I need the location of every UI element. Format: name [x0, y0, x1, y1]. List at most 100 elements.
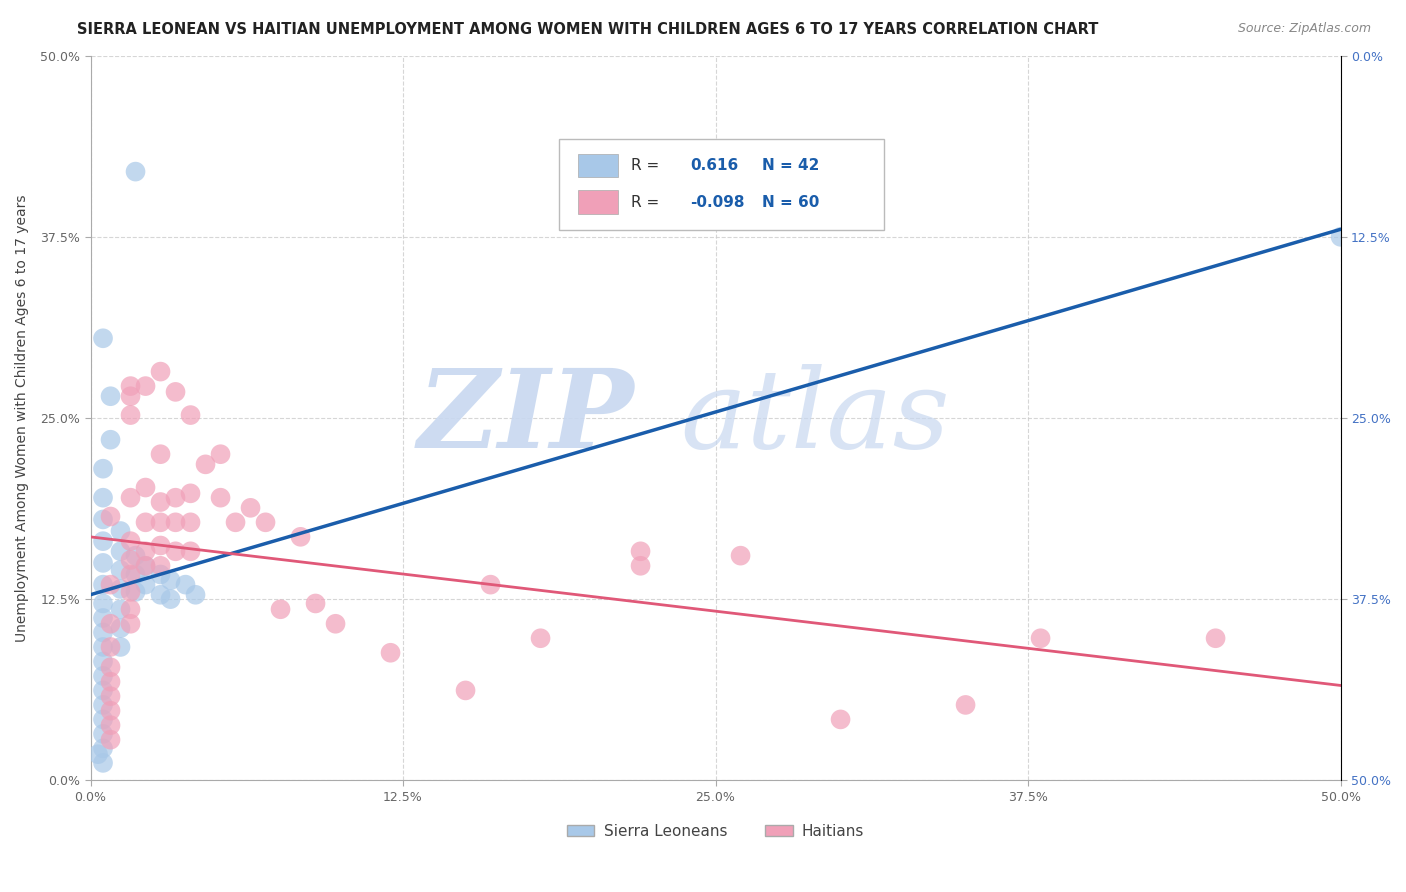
Point: [100, 640, 122, 654]
Point: [100, 616, 122, 631]
Point: [165, 544, 187, 558]
Point: [180, 544, 202, 558]
Point: [135, 558, 157, 573]
Point: [91, 727, 114, 741]
Point: [209, 447, 232, 461]
Point: [454, 683, 477, 698]
Point: [1329, 230, 1351, 244]
Point: [304, 597, 326, 611]
Point: [91, 640, 114, 654]
Point: [91, 491, 114, 505]
Point: [124, 164, 146, 178]
Point: [135, 481, 157, 495]
FancyBboxPatch shape: [560, 139, 884, 229]
Point: [149, 516, 172, 530]
Point: [239, 500, 262, 515]
Point: [124, 567, 146, 582]
Point: [180, 408, 202, 422]
Point: [159, 592, 181, 607]
Point: [830, 713, 852, 727]
Point: [91, 698, 114, 712]
Point: [149, 588, 172, 602]
Point: [100, 389, 122, 403]
Point: [180, 516, 202, 530]
Text: SIERRA LEONEAN VS HAITIAN UNEMPLOYMENT AMONG WOMEN WITH CHILDREN AGES 6 TO 17 YE: SIERRA LEONEAN VS HAITIAN UNEMPLOYMENT A…: [77, 22, 1098, 37]
Text: N = 42: N = 42: [762, 158, 820, 173]
Point: [184, 588, 207, 602]
Point: [110, 524, 132, 538]
Point: [730, 549, 752, 563]
Point: [120, 602, 142, 616]
Point: [100, 690, 122, 704]
Point: [100, 577, 122, 591]
Point: [120, 389, 142, 403]
Point: [180, 486, 202, 500]
Point: [194, 458, 217, 472]
Point: [955, 698, 977, 712]
Point: [165, 516, 187, 530]
Text: ZIP: ZIP: [418, 364, 634, 472]
Point: [174, 577, 197, 591]
Point: [100, 718, 122, 732]
Point: [120, 567, 142, 582]
Point: [91, 611, 114, 625]
Point: [91, 713, 114, 727]
Point: [630, 558, 652, 573]
Point: [120, 553, 142, 567]
Point: [149, 539, 172, 553]
Point: [165, 384, 187, 399]
Point: [91, 756, 114, 770]
Point: [91, 556, 114, 570]
Point: [325, 616, 347, 631]
Point: [91, 683, 114, 698]
Point: [91, 534, 114, 549]
Point: [100, 660, 122, 674]
FancyBboxPatch shape: [578, 154, 619, 178]
Point: [149, 567, 172, 582]
Point: [120, 379, 142, 393]
Text: 0.616: 0.616: [690, 158, 738, 173]
Point: [110, 563, 132, 577]
FancyBboxPatch shape: [578, 191, 619, 214]
Point: [120, 534, 142, 549]
Point: [209, 491, 232, 505]
Point: [630, 544, 652, 558]
Point: [91, 625, 114, 640]
Point: [135, 544, 157, 558]
Point: [479, 577, 502, 591]
Point: [100, 704, 122, 718]
Point: [110, 602, 132, 616]
Text: Source: ZipAtlas.com: Source: ZipAtlas.com: [1237, 22, 1371, 36]
Point: [270, 602, 292, 616]
Point: [110, 621, 132, 635]
Point: [149, 495, 172, 509]
Point: [124, 585, 146, 599]
Point: [110, 582, 132, 596]
Point: [100, 732, 122, 747]
Point: [135, 379, 157, 393]
Legend: Sierra Leoneans, Haitians: Sierra Leoneans, Haitians: [561, 818, 870, 845]
Point: [110, 544, 132, 558]
Point: [135, 516, 157, 530]
Text: N = 60: N = 60: [762, 194, 820, 210]
Point: [529, 632, 551, 646]
Point: [91, 741, 114, 756]
Point: [290, 530, 312, 544]
Point: [380, 646, 402, 660]
Point: [159, 574, 181, 588]
Point: [91, 577, 114, 591]
Text: -0.098: -0.098: [690, 194, 745, 210]
Point: [87, 747, 110, 762]
Point: [120, 585, 142, 599]
Text: R =: R =: [630, 194, 659, 210]
Point: [100, 433, 122, 447]
Point: [100, 674, 122, 689]
Point: [91, 655, 114, 669]
Point: [135, 558, 157, 573]
Point: [124, 549, 146, 563]
Point: [1205, 632, 1227, 646]
Point: [91, 669, 114, 683]
Point: [149, 558, 172, 573]
Point: [110, 640, 132, 654]
Point: [120, 616, 142, 631]
